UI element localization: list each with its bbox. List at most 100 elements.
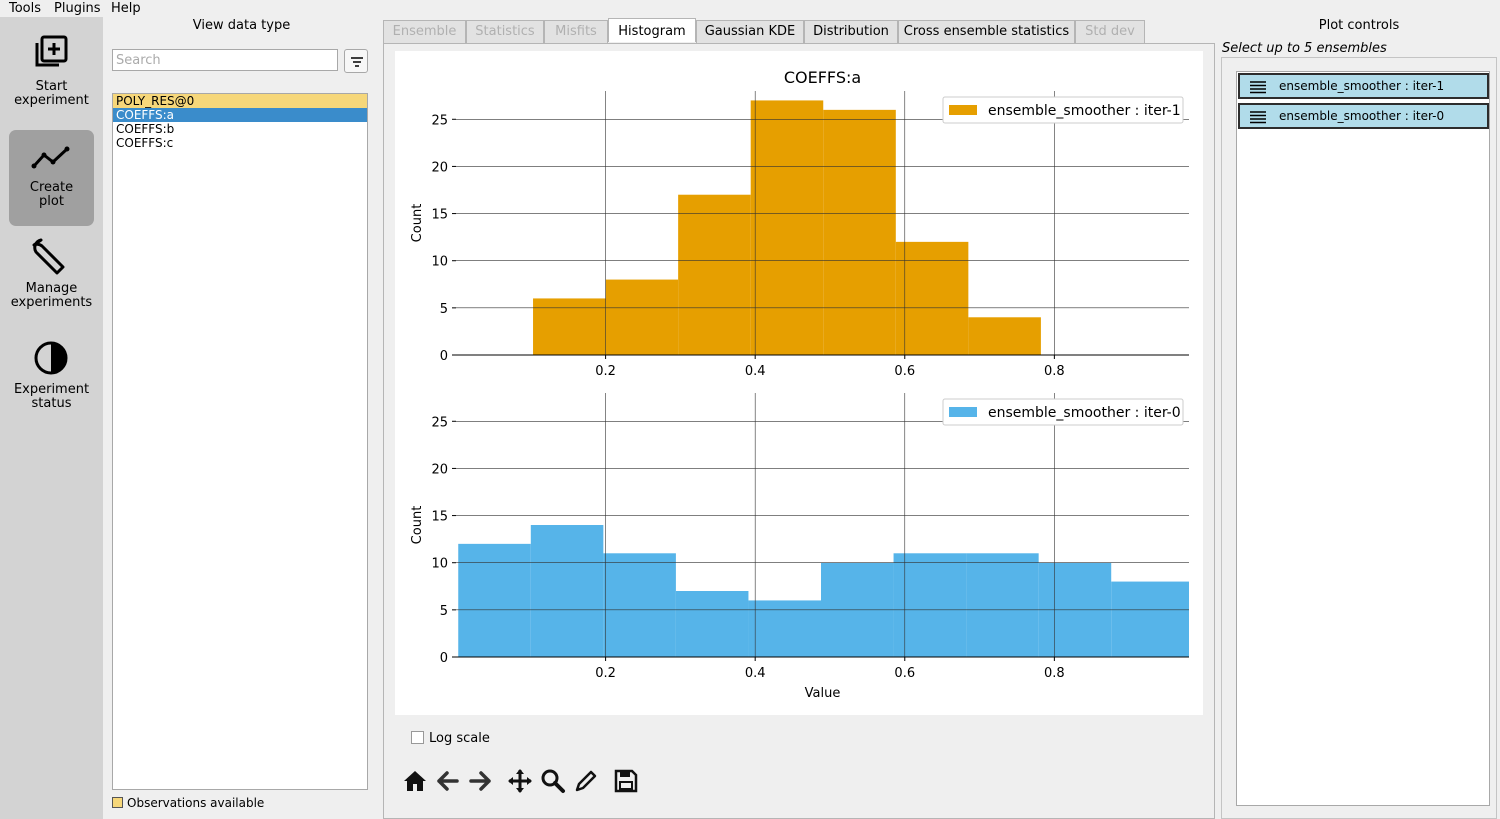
tab-ensemble[interactable]: Ensemble <box>383 20 466 43</box>
histogram-bar <box>678 194 751 355</box>
ensemble-item-label: ensemble_smoother : iter-0 <box>1279 109 1445 123</box>
y-axis-label: Count <box>410 506 425 545</box>
y-tick-label: 5 <box>440 302 448 317</box>
zoom-button[interactable] <box>540 768 566 794</box>
tab-misfits[interactable]: Misfits <box>544 20 608 43</box>
add-box-icon <box>35 35 68 67</box>
save-button[interactable] <box>613 768 639 794</box>
create-plot-label-2: plot <box>39 194 64 209</box>
search-input[interactable] <box>112 49 338 71</box>
create-plot-label-1: Create <box>29 180 74 195</box>
wrench-icon <box>32 238 65 275</box>
filter-icon <box>351 57 363 67</box>
histogram-bar <box>675 591 749 657</box>
manage-experiments-button[interactable]: Manage experiments <box>9 227 94 323</box>
data-type-panel: View data type POLY_RES@0 COEFFS:a COEFF… <box>103 17 380 819</box>
tab-cross-ensemble-statistics[interactable]: Cross ensemble statistics <box>898 20 1075 43</box>
histogram-bar <box>893 553 967 657</box>
y-tick-label: 15 <box>431 510 448 525</box>
x-tick-label: 0.4 <box>745 666 766 681</box>
y-tick-label: 10 <box>431 557 448 572</box>
back-arrow-icon <box>437 771 459 791</box>
tab-statistics[interactable]: Statistics <box>466 20 544 43</box>
half-circle-icon <box>34 341 68 375</box>
x-tick-label: 0.2 <box>595 364 616 379</box>
home-button[interactable] <box>402 768 428 794</box>
observations-legend-label: Observations available <box>127 796 265 810</box>
histogram-bar <box>533 298 606 355</box>
histogram-bar <box>748 600 822 657</box>
y-tick-label: 20 <box>431 462 448 477</box>
menu-help[interactable]: Help <box>111 1 141 16</box>
ensemble-selection-hint: Select up to 5 ensembles <box>1222 41 1387 56</box>
legend-swatch <box>949 407 977 417</box>
line-chart-icon <box>31 146 70 169</box>
legend-label: ensemble_smoother : iter-1 <box>988 103 1181 119</box>
forward-arrow-icon <box>469 771 491 791</box>
histogram-bar <box>968 317 1041 355</box>
histogram-bar <box>1111 581 1189 657</box>
plot-frame: 0.2 0.4 0.6 0.8 0 5 10 15 20 25 Count COEFFS:a ensem… <box>383 43 1215 819</box>
observations-legend: Observations available <box>112 796 264 810</box>
ensemble-item-iter-0[interactable]: ensemble_smoother : iter-0 <box>1238 103 1489 129</box>
experiment-status-label-2: status <box>31 396 72 411</box>
forward-button[interactable] <box>467 768 493 794</box>
y-tick-label: 20 <box>431 160 448 175</box>
x-tick-label: 0.2 <box>595 666 616 681</box>
pan-button[interactable] <box>507 768 533 794</box>
tab-std-dev[interactable]: Std dev <box>1075 20 1145 43</box>
back-button[interactable] <box>435 768 461 794</box>
x-tick-label: 0.6 <box>894 364 915 379</box>
start-experiment-button[interactable]: Start experiment <box>9 22 94 118</box>
histogram-bar <box>966 553 1039 657</box>
legend-label: ensemble_smoother : iter-0 <box>988 405 1181 421</box>
x-tick-label: 0.4 <box>745 364 766 379</box>
drag-handle-icon[interactable] <box>1249 80 1267 94</box>
histogram-bar <box>750 100 824 355</box>
menu-tools[interactable]: Tools <box>9 1 42 16</box>
x-tick-label: 0.8 <box>1044 364 1065 379</box>
legend-box <box>942 398 1184 426</box>
sidebar: Start experiment Create plot Manage expe… <box>0 17 103 819</box>
histogram-bar <box>895 241 969 355</box>
zoom-icon <box>541 769 565 793</box>
experiment-status-label-1: Experiment <box>13 382 90 397</box>
tab-gaussian-kde[interactable]: Gaussian KDE <box>696 20 804 43</box>
start-experiment-label-2: experiment <box>14 93 89 108</box>
histogram-bar <box>823 109 896 355</box>
home-icon <box>404 771 426 791</box>
tab-histogram[interactable]: Histogram <box>608 18 696 42</box>
histogram-bar <box>605 279 679 355</box>
observations-swatch <box>112 797 123 808</box>
chart-title: COEFFS:a <box>784 68 861 87</box>
data-type-item-coeffs-b[interactable]: COEFFS:b <box>116 122 175 136</box>
experiment-status-button[interactable]: Experiment status <box>9 328 94 424</box>
save-icon <box>614 769 638 793</box>
data-type-item-coeffs-c[interactable]: COEFFS:c <box>116 136 174 150</box>
tab-distribution[interactable]: Distribution <box>804 20 898 43</box>
manage-experiments-label-1: Manage <box>25 281 78 296</box>
legend-swatch <box>949 105 977 115</box>
ensemble-item-iter-1[interactable]: ensemble_smoother : iter-1 <box>1238 73 1489 99</box>
drag-handle-icon[interactable] <box>1249 110 1267 124</box>
ensemble-item-label: ensemble_smoother : iter-1 <box>1279 79 1445 93</box>
y-tick-label: 5 <box>440 604 448 619</box>
create-plot-button[interactable]: Create plot <box>9 130 94 226</box>
menu-plugins[interactable]: Plugins <box>54 1 101 16</box>
data-type-item-coeffs-a[interactable]: COEFFS:a <box>113 108 367 122</box>
histogram-bar <box>530 525 604 657</box>
y-tick-label: 0 <box>440 651 448 666</box>
x-tick-label: 0.8 <box>1044 666 1065 681</box>
y-tick-label: 25 <box>431 113 448 128</box>
filter-button[interactable] <box>344 49 368 73</box>
histogram-figure: 0.2 0.4 0.6 0.8 0 5 10 15 20 25 Count COEFFS:a ensem… <box>410 68 1189 701</box>
menubar: Tools Plugins Help <box>0 0 1500 17</box>
data-type-item-poly-res[interactable]: POLY_RES@0 <box>113 94 367 108</box>
x-tick-label: 0.6 <box>894 666 915 681</box>
data-type-list: POLY_RES@0 COEFFS:a COEFFS:b COEFFS:c <box>112 93 368 790</box>
log-scale-checkbox[interactable] <box>411 731 424 744</box>
log-scale-toggle[interactable]: Log scale <box>411 731 490 746</box>
data-type-title: View data type <box>192 18 291 33</box>
log-scale-label: Log scale <box>429 731 490 746</box>
edit-button[interactable] <box>573 768 599 794</box>
